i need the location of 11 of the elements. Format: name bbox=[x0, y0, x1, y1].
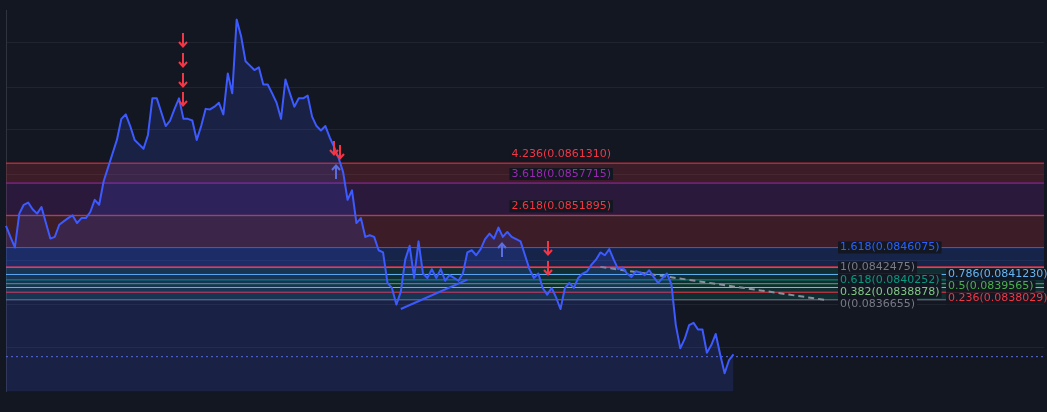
ref-line-label: 0.382(0.0838878) bbox=[840, 284, 940, 298]
ref-line-label: 0.618(0.0840252) bbox=[840, 272, 940, 286]
ref-line-label: 1(0.0842475) bbox=[840, 260, 916, 274]
ref-line-label: 0(0.0836655) bbox=[840, 296, 916, 310]
ref-line-label: 0.236(0.0838029) bbox=[948, 291, 1047, 305]
ref-line-label: 2.618(0.0851895) bbox=[511, 199, 611, 213]
ref-line-label: 3.618(0.0857715) bbox=[511, 166, 611, 180]
ref-line-label: 0.786(0.0841230) bbox=[948, 267, 1047, 281]
ref-line-label: 4.236(0.0861310) bbox=[511, 147, 611, 161]
ref-line-label: 1.618(0.0846075) bbox=[840, 240, 940, 254]
ref-line-label: 0.5(0.0839565) bbox=[948, 279, 1034, 293]
